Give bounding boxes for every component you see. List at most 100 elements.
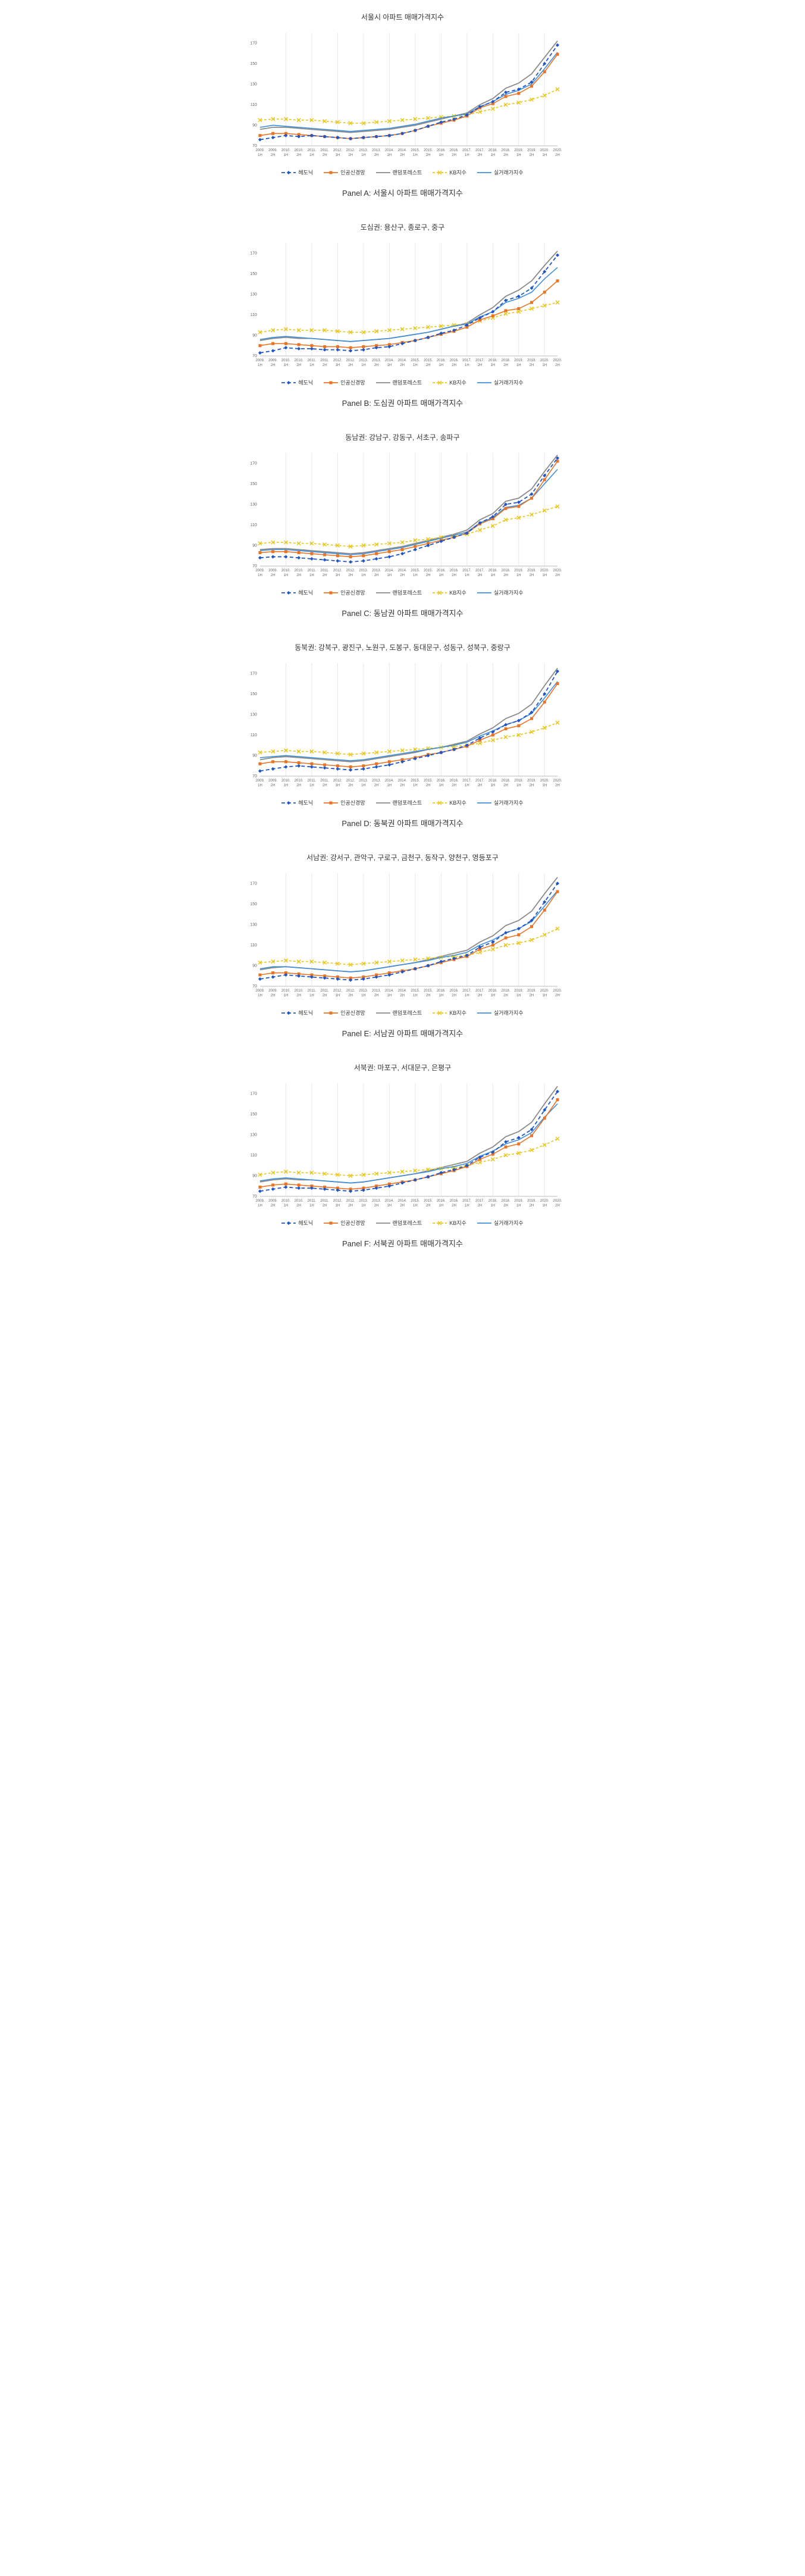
svg-text:2018.: 2018. — [488, 569, 497, 573]
svg-text:2016.: 2016. — [436, 1199, 445, 1203]
legend-label: 랜덤포레스트 — [393, 589, 422, 596]
svg-text:1H: 1H — [361, 154, 366, 157]
svg-text:130: 130 — [250, 292, 257, 296]
svg-text:1H: 1H — [542, 154, 547, 157]
svg-text:170: 170 — [250, 251, 257, 255]
series-line-rf — [260, 455, 557, 554]
svg-text:2011.: 2011. — [307, 149, 316, 152]
svg-text:2H: 2H — [348, 994, 353, 998]
series-marker-hedonic — [374, 765, 378, 768]
series-marker-ann — [310, 762, 313, 765]
svg-text:1H: 1H — [490, 1204, 495, 1208]
svg-text:2009.: 2009. — [255, 569, 264, 573]
svg-text:2009.: 2009. — [268, 149, 277, 152]
series-line-rf — [260, 1086, 557, 1183]
svg-text:2H: 2H — [296, 574, 301, 577]
svg-text:2H: 2H — [452, 154, 456, 157]
chart-title: 동북권: 강북구, 광진구, 노원구, 도봉구, 동대문구, 성동구, 성북구,… — [242, 642, 563, 652]
series-marker-ann — [517, 307, 520, 310]
series-marker-hedonic — [309, 557, 313, 561]
series-marker-hedonic — [361, 559, 365, 562]
svg-text:1H: 1H — [516, 1204, 521, 1208]
svg-text:2009.: 2009. — [255, 779, 264, 783]
svg-text:2H: 2H — [555, 574, 560, 577]
svg-text:2H: 2H — [425, 574, 430, 577]
svg-text:1H: 1H — [387, 784, 391, 787]
svg-text:1H: 1H — [464, 154, 469, 157]
svg-text:1H: 1H — [542, 364, 547, 367]
svg-text:2020.: 2020. — [540, 569, 549, 573]
svg-text:2012.: 2012. — [346, 989, 355, 993]
svg-text:2018.: 2018. — [488, 149, 497, 152]
svg-text:1H: 1H — [516, 364, 521, 367]
svg-text:2009.: 2009. — [255, 989, 264, 993]
svg-text:90: 90 — [252, 754, 257, 758]
svg-text:1H: 1H — [438, 574, 443, 577]
svg-text:2012.: 2012. — [346, 569, 355, 573]
svg-text:2019.: 2019. — [527, 359, 536, 362]
svg-text:2H: 2H — [270, 1204, 275, 1208]
svg-text:1H: 1H — [542, 574, 547, 577]
svg-text:2016.: 2016. — [449, 1199, 458, 1203]
series-marker-ann — [271, 132, 274, 135]
svg-text:2H: 2H — [322, 574, 327, 577]
legend-label: 인공신경망 — [340, 1219, 365, 1227]
svg-text:2H: 2H — [452, 994, 456, 998]
series-marker-hedonic — [271, 767, 274, 771]
panel-A: 서울시 아파트 매매가격지수 70901101301501702009.1H20… — [12, 12, 793, 198]
series-marker-hedonic — [284, 765, 287, 768]
chart-svg: 70901101301501702009.1H2009.2H2010.1H201… — [242, 657, 563, 794]
svg-text:2H: 2H — [529, 574, 534, 577]
svg-text:2015.: 2015. — [411, 149, 419, 152]
series-marker-ann — [297, 343, 300, 346]
svg-text:2019.: 2019. — [514, 779, 523, 783]
svg-text:2015.: 2015. — [424, 149, 433, 152]
svg-text:1H: 1H — [335, 994, 340, 998]
svg-text:1H: 1H — [335, 1204, 340, 1208]
chart-svg: 70901101301501702009.1H2009.2H2010.1H201… — [242, 237, 563, 374]
series-marker-ann — [556, 682, 559, 685]
series-marker-hedonic — [297, 1186, 300, 1190]
series-marker-hedonic — [284, 555, 287, 558]
svg-text:1H: 1H — [309, 364, 314, 367]
legend-item: KB지수 — [433, 589, 466, 596]
series-marker-ann — [530, 85, 533, 87]
chart-title: 도심권: 용산구, 종로구, 중구 — [242, 222, 563, 232]
svg-text:2016.: 2016. — [436, 359, 445, 362]
svg-text:2011.: 2011. — [320, 149, 329, 152]
series-line-kb — [260, 507, 557, 546]
svg-text:2012.: 2012. — [333, 149, 342, 152]
svg-text:2H: 2H — [400, 994, 405, 998]
svg-text:1H: 1H — [413, 574, 418, 577]
svg-text:2H: 2H — [452, 784, 456, 787]
svg-text:2H: 2H — [529, 364, 534, 367]
svg-text:70: 70 — [252, 564, 257, 568]
svg-text:2018.: 2018. — [501, 569, 510, 573]
series-marker-hedonic — [297, 347, 300, 351]
svg-text:1H: 1H — [258, 784, 262, 787]
svg-text:2016.: 2016. — [449, 149, 458, 152]
svg-text:2H: 2H — [477, 1204, 482, 1208]
series-marker-hedonic — [284, 346, 287, 349]
legend-label: 실거래가지수 — [494, 1009, 524, 1017]
series-line-kb — [260, 302, 557, 332]
svg-text:2020.: 2020. — [553, 989, 562, 993]
legend-label: KB지수 — [449, 799, 466, 806]
series-marker-hedonic — [336, 767, 339, 771]
series-line-real — [260, 1104, 557, 1183]
legend: 헤도닉인공신경망랜덤포레스트KB지수실거래가지수 — [242, 799, 563, 806]
svg-text:110: 110 — [250, 943, 256, 948]
svg-text:2010.: 2010. — [281, 569, 290, 573]
series-line-real — [260, 890, 557, 971]
svg-text:2H: 2H — [270, 154, 275, 157]
svg-text:150: 150 — [250, 62, 257, 66]
legend: 헤도닉인공신경망랜덤포레스트KB지수실거래가지수 — [242, 1009, 563, 1017]
svg-text:2017.: 2017. — [462, 1199, 471, 1203]
series-marker-kb — [556, 1137, 559, 1140]
svg-text:1H: 1H — [490, 574, 495, 577]
series-marker-ann — [271, 1184, 274, 1187]
svg-text:2011.: 2011. — [307, 569, 316, 573]
svg-text:1H: 1H — [335, 784, 340, 787]
svg-text:1H: 1H — [387, 364, 391, 367]
legend-item: 인공신경망 — [324, 168, 365, 176]
